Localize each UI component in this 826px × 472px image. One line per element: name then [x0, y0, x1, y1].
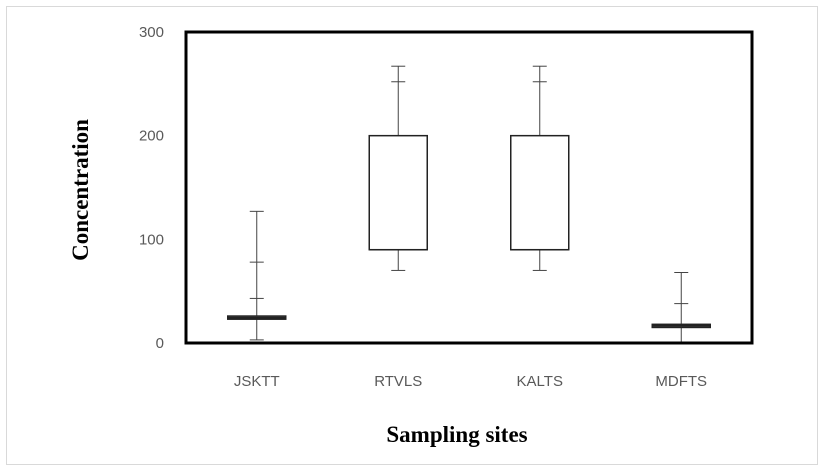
x-tick-label: KALTS	[517, 373, 563, 390]
y-tick-label: 300	[139, 24, 164, 41]
box-kalts	[510, 65, 570, 271]
x-tick-label: MDFTS	[655, 373, 707, 390]
box-mdfts	[651, 272, 711, 344]
x-axis-label: Sampling sites	[386, 422, 527, 447]
y-axis-ticks: 0 100 200 300	[139, 24, 164, 352]
box-rtvls	[368, 65, 428, 271]
x-tick-label: RTVLS	[374, 373, 422, 390]
plot-area-border	[184, 30, 754, 345]
y-tick-label: 100	[139, 231, 164, 248]
y-tick-label: 0	[156, 335, 164, 352]
x-tick-label: JSKTT	[234, 373, 280, 390]
box-jsktt	[227, 210, 287, 341]
y-axis-label: Concentration	[68, 119, 93, 261]
box-series	[227, 65, 711, 344]
y-tick-label: 200	[139, 128, 164, 145]
iqr-box	[368, 134, 428, 251]
iqr-box	[510, 134, 570, 251]
x-axis-ticks: JSKTT RTVLS KALTS MDFTS	[234, 373, 707, 390]
